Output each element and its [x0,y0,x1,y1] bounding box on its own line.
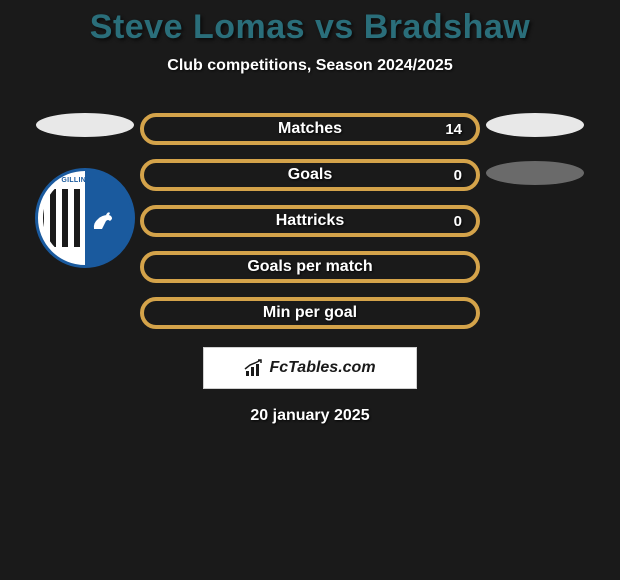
brand-text: FcTables.com [269,359,375,377]
right-player-column [480,113,590,209]
fctables-link[interactable]: FcTables.com [203,347,417,389]
horse-icon [88,205,118,235]
stat-label: Hattricks [276,212,344,230]
stat-label: Min per goal [263,304,357,322]
stat-label: Goals [288,166,332,184]
badge-stripes [38,189,85,247]
stat-bar-matches: Matches 14 [140,113,480,145]
stats-bars-column: Matches 14 Goals 0 Hattricks 0 Goals per… [140,113,480,329]
stat-value-right: 0 [454,213,462,230]
stat-bar-min-per-goal: Min per goal [140,297,480,329]
stat-value-right: 14 [445,121,462,138]
stat-bar-goals-per-match: Goals per match [140,251,480,283]
right-placeholder-ellipse-2 [486,161,584,185]
left-placeholder-ellipse [36,113,134,137]
page-title: Steve Lomas vs Bradshaw [90,8,530,47]
badge-inner: GILLINGHAM [35,168,135,268]
left-player-column: GILLINGHAM [30,113,140,273]
club-badge: GILLINGHAM [30,163,140,273]
stats-area: GILLINGHAM Matches 14 Goals 0 Hattricks [0,113,620,329]
stat-bar-hattricks: Hattricks 0 [140,205,480,237]
stat-value-right: 0 [454,167,462,184]
date-text: 20 january 2025 [250,407,369,425]
page-subtitle: Club competitions, Season 2024/2025 [167,57,452,75]
badge-text: GILLINGHAM [38,177,132,184]
right-placeholder-ellipse-1 [486,113,584,137]
chart-icon [244,359,264,377]
stat-bar-goals: Goals 0 [140,159,480,191]
stat-label: Goals per match [247,258,372,276]
stat-label: Matches [278,120,342,138]
main-container: Steve Lomas vs Bradshaw Club competition… [0,0,620,425]
